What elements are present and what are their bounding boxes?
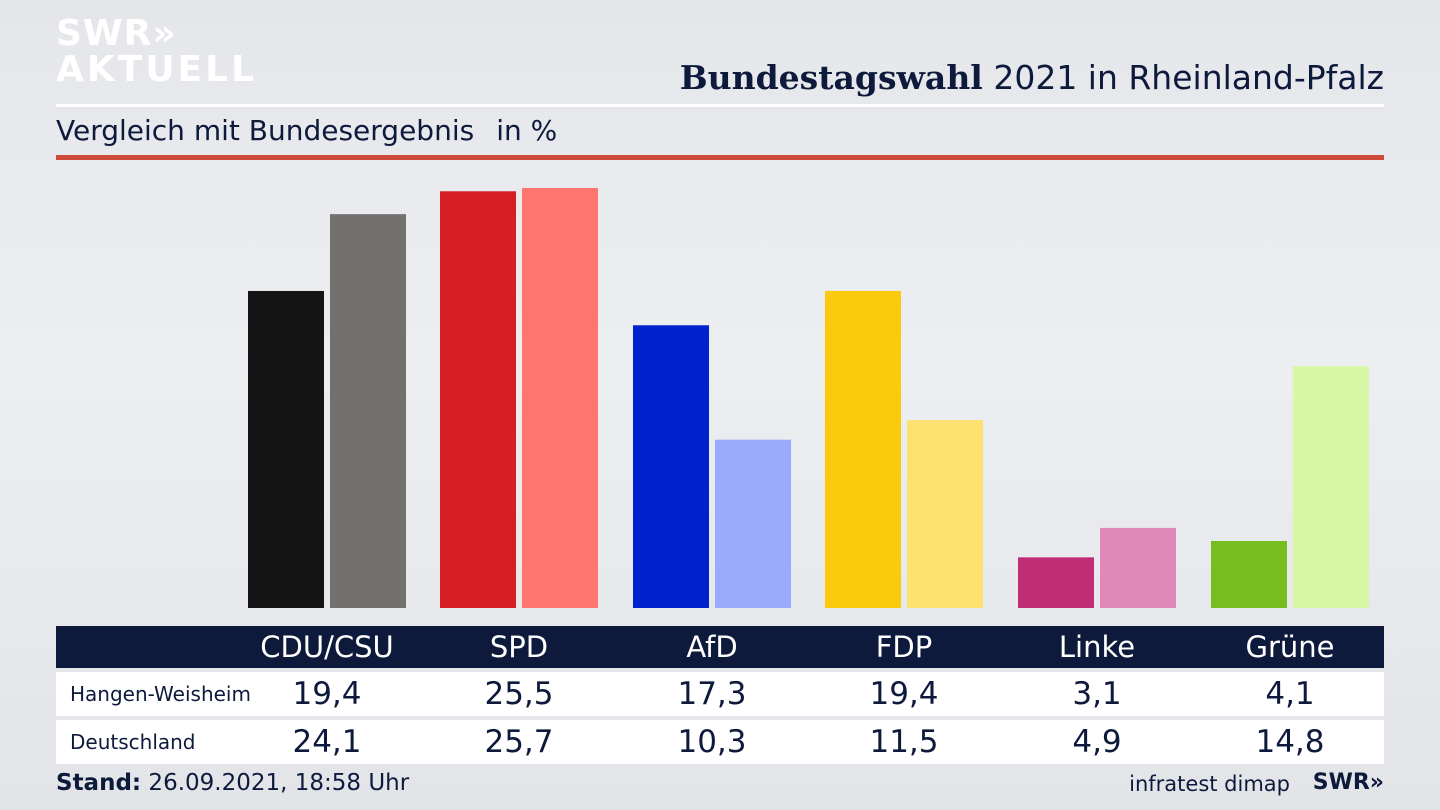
bar-fdp-national [907,420,983,608]
table-cell: 25,5 [484,676,554,712]
table-cell: 24,1 [292,724,362,760]
table-cell: 4,9 [1072,724,1122,760]
stand-label: Stand: [56,770,142,796]
row-label: Hangen-Weisheim [70,682,251,706]
table-row: Deutschland 24,1 25,7 10,3 11,5 4,9 14,8 [56,720,1384,764]
row-label: Deutschland [70,730,196,754]
table-cell: 14,8 [1255,724,1325,760]
bar-linke-local [1018,557,1094,608]
bar-chart [248,188,1369,608]
swr-footer-logo: SWR» [1312,770,1384,795]
logo-line-2: AKTUELL [56,49,258,90]
results-table: CDU/CSU SPD AfD FDP Linke Grüne Hangen-Weishe… [56,626,1384,764]
table-header-cell: Grüne [1245,630,1335,664]
stand-value: 26.09.2021, 18:58 Uhr [141,770,410,796]
table-header-row: CDU/CSU SPD AfD FDP Linke Grüne [56,626,1384,668]
subtitle-divider [56,155,1384,160]
chart-subtitle: Vergleich mit Bundesergebnis in % [56,114,557,147]
table-cell: 17,3 [677,676,747,712]
table-header-cell: Linke [1058,630,1136,664]
bar-afd-national [715,439,791,608]
table-header-cell: FDP [875,630,933,664]
table-cell: 11,5 [869,724,939,760]
table-row: Hangen-Weisheim 19,4 25,5 17,3 19,4 3,1 4,1 [56,672,1384,716]
swr-aktuell-logo: SWR» AKTUELL [56,16,257,88]
table-header-cell: CDU/CSU [260,630,394,664]
table-cell: 3,1 [1072,676,1122,712]
bar-afd-local [633,325,709,608]
bar-cdu-csu-national [330,214,406,608]
table-cell: 19,4 [292,676,362,712]
table-cell: 4,1 [1265,676,1315,712]
table-cell: 10,3 [677,724,747,760]
subtitle-text: Vergleich mit Bundesergebnis [56,114,475,147]
table-body: Hangen-Weisheim 19,4 25,5 17,3 19,4 3,1 4,1 Deu… [56,672,1384,764]
title-bold: Bundestagswahl [679,58,983,97]
bar-spd-local [440,191,516,608]
title-divider [56,104,1384,107]
table-header-cell: AfD [686,630,738,664]
source-credit: infratest dimap [1129,772,1290,796]
bar-spd-national [522,188,598,608]
title-rest: 2021 in Rheinland-Pfalz [982,58,1384,97]
table-header-cell: SPD [489,630,549,664]
bar-gr-ne-national [1293,366,1369,608]
bar-linke-national [1100,527,1176,608]
unit-label: in % [496,114,558,147]
table-cell: 25,7 [484,724,554,760]
bar-gr-ne-local [1211,540,1287,608]
bar-fdp-local [825,290,901,608]
page-title: Bundestagswahl 2021 in Rheinland-Pfalz [680,58,1384,97]
bar-cdu-csu-local [248,290,324,608]
timestamp: Stand: 26.09.2021, 18:58 Uhr [56,770,409,796]
table-cell: 19,4 [869,676,939,712]
logo-line-1: SWR» [56,13,177,54]
